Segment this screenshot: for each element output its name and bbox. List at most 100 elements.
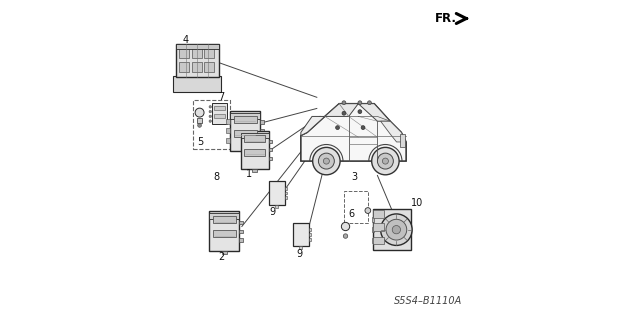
Bar: [234, 130, 257, 137]
Bar: [209, 213, 239, 219]
Bar: [373, 237, 384, 244]
Text: 9: 9: [269, 207, 275, 217]
Text: 3: 3: [351, 172, 358, 182]
Bar: [173, 76, 221, 92]
Text: 4: 4: [182, 35, 188, 45]
Text: 7: 7: [218, 92, 224, 102]
Bar: [239, 230, 243, 233]
Bar: [214, 106, 225, 110]
Circle shape: [209, 120, 212, 122]
Bar: [293, 223, 308, 246]
Bar: [308, 228, 311, 231]
Bar: [243, 150, 248, 154]
Bar: [230, 111, 260, 151]
Circle shape: [341, 222, 349, 231]
Bar: [175, 44, 219, 77]
Bar: [179, 48, 189, 58]
Bar: [252, 169, 257, 172]
Bar: [212, 216, 236, 223]
Circle shape: [198, 123, 202, 127]
Circle shape: [382, 158, 388, 164]
Bar: [222, 251, 227, 255]
Bar: [193, 100, 230, 149]
Bar: [372, 217, 374, 222]
Bar: [269, 181, 285, 205]
Bar: [373, 210, 384, 218]
Circle shape: [372, 147, 399, 175]
Circle shape: [361, 126, 365, 130]
Bar: [269, 157, 272, 160]
Circle shape: [195, 108, 204, 117]
Bar: [285, 191, 287, 194]
Circle shape: [313, 147, 340, 175]
Bar: [308, 233, 311, 236]
Circle shape: [335, 126, 339, 130]
Circle shape: [358, 101, 362, 105]
Circle shape: [342, 101, 346, 105]
Bar: [191, 48, 202, 58]
Bar: [300, 246, 302, 249]
Text: FR.: FR.: [435, 12, 456, 25]
Bar: [204, 62, 214, 72]
Bar: [372, 227, 374, 232]
Bar: [275, 205, 278, 208]
Bar: [241, 133, 269, 138]
Text: S5S4–B1110A: S5S4–B1110A: [394, 296, 463, 307]
Text: 9: 9: [296, 249, 302, 259]
Text: 5: 5: [197, 137, 204, 147]
Bar: [179, 62, 189, 72]
Polygon shape: [324, 104, 358, 116]
Bar: [285, 187, 287, 189]
Bar: [372, 238, 374, 242]
Bar: [260, 138, 264, 141]
Polygon shape: [301, 116, 324, 136]
Bar: [269, 140, 272, 143]
Text: 10: 10: [411, 197, 424, 208]
Circle shape: [209, 115, 212, 118]
Bar: [344, 191, 368, 223]
Bar: [226, 138, 230, 143]
Circle shape: [378, 153, 394, 169]
Text: 2: 2: [218, 252, 224, 262]
Text: 1: 1: [246, 169, 252, 179]
Circle shape: [365, 208, 371, 213]
Bar: [239, 221, 243, 224]
Bar: [230, 113, 260, 119]
Bar: [244, 149, 265, 156]
Text: 8: 8: [213, 172, 220, 182]
Bar: [212, 230, 236, 237]
Bar: [204, 48, 214, 58]
Bar: [234, 116, 257, 123]
Circle shape: [392, 226, 401, 234]
Polygon shape: [358, 104, 390, 121]
Circle shape: [343, 234, 348, 238]
Circle shape: [323, 158, 330, 164]
Circle shape: [367, 101, 371, 105]
Circle shape: [381, 214, 412, 245]
Bar: [260, 121, 264, 124]
Bar: [400, 134, 406, 147]
Bar: [285, 196, 287, 199]
Bar: [226, 128, 230, 133]
Bar: [196, 118, 202, 123]
Circle shape: [358, 110, 362, 114]
Bar: [269, 148, 272, 152]
Bar: [175, 44, 219, 49]
Bar: [212, 103, 227, 123]
Bar: [244, 135, 265, 142]
Bar: [214, 114, 225, 118]
Polygon shape: [381, 121, 406, 142]
Text: 6: 6: [348, 209, 355, 219]
Polygon shape: [301, 104, 406, 161]
Bar: [260, 129, 264, 132]
Bar: [239, 239, 243, 242]
Circle shape: [386, 219, 407, 240]
Circle shape: [209, 106, 212, 108]
Bar: [372, 209, 411, 250]
Bar: [241, 131, 269, 169]
Bar: [373, 223, 384, 231]
Bar: [209, 211, 239, 251]
Circle shape: [342, 111, 346, 115]
Bar: [191, 62, 202, 72]
Bar: [308, 238, 311, 241]
